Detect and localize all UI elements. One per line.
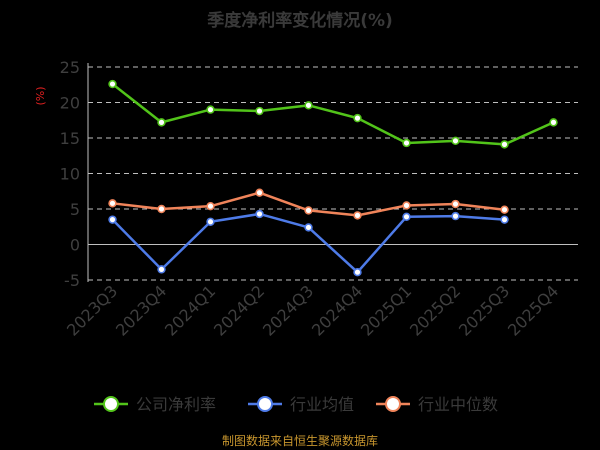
y-axis-unit-label: (%)	[34, 86, 47, 105]
x-tick-label: 2024Q3	[259, 281, 317, 339]
source-note: 制图数据来自恒生聚源数据库	[221, 434, 378, 448]
data-point	[255, 188, 264, 197]
legend-marker	[103, 396, 119, 412]
data-point	[402, 212, 411, 222]
y-tick-label: 25	[60, 58, 80, 77]
data-point	[304, 101, 313, 110]
y-tick-label: 15	[60, 129, 80, 148]
data-point	[402, 201, 411, 210]
data-point	[353, 267, 362, 277]
data-point	[304, 223, 313, 232]
y-tick-label: 0	[70, 236, 80, 255]
axes: 2520151050-52023Q32023Q42024Q12024Q22024…	[60, 58, 578, 340]
grid-lines	[88, 66, 578, 281]
data-point	[255, 209, 264, 219]
x-tick-label: 2025Q4	[504, 281, 562, 339]
data-point	[157, 265, 166, 274]
x-tick-label: 2025Q3	[455, 281, 513, 339]
data-point	[353, 211, 362, 220]
data-point	[157, 118, 166, 127]
data-point	[500, 215, 509, 224]
data-point	[206, 201, 215, 211]
y-tick-label: -5	[64, 271, 80, 290]
data-point	[108, 79, 117, 89]
series-line	[111, 83, 555, 146]
x-tick-label: 2025Q2	[406, 281, 464, 339]
data-point	[451, 136, 460, 146]
data-point	[402, 138, 411, 148]
series-line	[111, 212, 505, 274]
data-point	[206, 105, 215, 114]
data-point	[157, 204, 166, 214]
data-point	[451, 211, 460, 221]
x-tick-label: 2024Q4	[308, 281, 366, 339]
x-tick-label: 2023Q4	[112, 281, 170, 339]
x-tick-label: 2024Q1	[161, 281, 219, 339]
x-tick-label: 2024Q2	[210, 281, 268, 339]
legend-label: 公司净利率	[136, 395, 216, 414]
data-point	[353, 113, 362, 123]
legend-label: 行业均值	[290, 395, 354, 414]
data-point	[206, 217, 215, 226]
data-point	[304, 206, 313, 215]
y-tick-label: 10	[60, 165, 80, 184]
series-lines	[108, 79, 558, 277]
legend-marker	[385, 396, 401, 412]
data-point	[451, 199, 460, 209]
data-point	[500, 140, 509, 149]
data-point	[108, 215, 117, 224]
data-point	[549, 118, 558, 127]
data-point	[500, 205, 509, 214]
data-point	[255, 106, 264, 116]
legend: 公司净利率 行业均值 行业中位数	[94, 395, 498, 414]
x-tick-label: 2023Q3	[63, 281, 121, 339]
legend-label: 行业中位数	[418, 395, 498, 414]
chart-title: 季度净利率变化情况(%)	[207, 11, 393, 31]
x-tick-label: 2025Q1	[357, 281, 415, 339]
y-tick-label: 5	[70, 200, 80, 219]
legend-marker	[257, 396, 273, 412]
y-tick-label: 20	[60, 94, 80, 113]
data-point	[108, 199, 117, 208]
